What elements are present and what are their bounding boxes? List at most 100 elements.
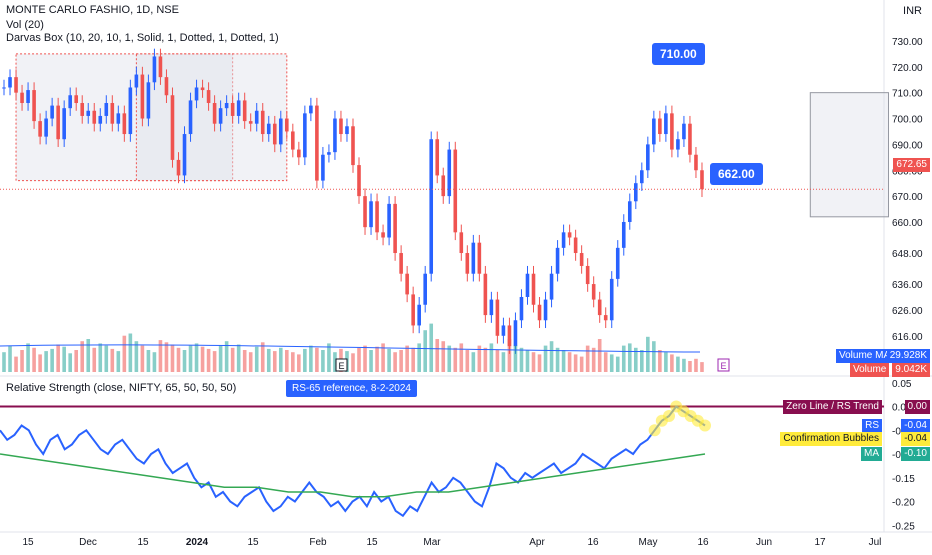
price-tick-label: 700.00 (892, 115, 923, 126)
volume-bar (92, 347, 97, 372)
time-tick-label: 17 (814, 537, 826, 548)
volume-bar (242, 350, 247, 372)
candle-body (86, 110, 91, 116)
rs-panel-title[interactable]: Relative Strength (close, NIFTY, 65, 50,… (6, 382, 237, 394)
volume-bar (423, 330, 427, 372)
candle-body (122, 113, 127, 135)
volume-bar (381, 343, 385, 372)
candle-body (134, 74, 139, 88)
volume-bar (561, 350, 566, 372)
volume-bar (80, 341, 85, 372)
darvas-indicator-label[interactable]: Darvas Box (10, 20, 10, 1, Solid, 1, Dot… (6, 32, 279, 44)
volume-ma-label: Volume MA (839, 350, 891, 361)
candle-body (146, 82, 151, 119)
candle-body (351, 126, 355, 166)
candle-body (327, 152, 331, 155)
candle-body (423, 273, 427, 305)
time-tick-label: Jul (869, 537, 882, 548)
candle-body (483, 273, 488, 316)
volume-value-tag: 9.042K (892, 363, 930, 377)
rs-legend-value: -0.04 (901, 431, 930, 446)
candle-body (411, 294, 415, 326)
candle-body (38, 121, 42, 137)
candle-body (393, 203, 397, 254)
volume-indicator-label[interactable]: Vol (20) (6, 19, 44, 31)
candle-body (447, 149, 452, 197)
price-tick-label: 626.00 (892, 306, 923, 317)
candle-body (104, 103, 109, 116)
volume-bar (315, 347, 319, 372)
last-price-tag: 672.65 (893, 158, 930, 172)
candle-body (429, 139, 434, 274)
volume-bar (44, 351, 48, 372)
candle-body (531, 273, 536, 305)
candle-body (465, 253, 470, 274)
volume-bar (555, 347, 560, 372)
volume-ma-value-tag: 29.928K (886, 349, 930, 363)
volume-bar (531, 352, 536, 372)
rs-tick-label: 0.05 (892, 379, 912, 390)
candle-body (585, 265, 590, 285)
candle-body (441, 175, 446, 197)
candle-body (80, 103, 85, 116)
volume-bar (459, 343, 464, 372)
candle-body (116, 113, 121, 124)
currency-label[interactable]: INR (903, 5, 922, 17)
rs-tick-label: -0.15 (892, 474, 915, 485)
volume-bar (441, 341, 446, 372)
candle-body (670, 113, 674, 150)
rs-ma-line (0, 453, 706, 498)
volume-bar (128, 333, 133, 372)
volume-bar (224, 341, 229, 372)
volume-bar (477, 345, 482, 372)
candle-body (242, 100, 247, 122)
volume-bar (411, 347, 415, 372)
volume-bar (609, 354, 614, 372)
candle-body (230, 103, 235, 116)
candle-body (188, 100, 193, 135)
earnings-marker (717, 358, 730, 372)
rs-tick-label: 0.00 (892, 403, 912, 414)
volume-bar (38, 354, 42, 372)
candle-body (278, 118, 283, 145)
price-tick-label: 616.00 (892, 332, 923, 343)
candle-body (471, 242, 476, 274)
candle-body (633, 183, 638, 202)
candle-body (309, 105, 313, 114)
volume-bar (134, 341, 139, 372)
candle-body (603, 315, 608, 321)
candle-body (158, 56, 163, 78)
price-tick-label: 648.00 (892, 249, 923, 260)
time-tick-label: Dec (79, 537, 97, 548)
volume-bar (627, 343, 632, 372)
volume-bar (682, 358, 686, 372)
volume-bar (495, 350, 500, 372)
candle-body (591, 284, 596, 300)
volume-bar (357, 347, 361, 372)
volume-bar (405, 345, 409, 372)
candle-body (26, 90, 30, 104)
candle-body (507, 325, 512, 347)
candle-body (206, 90, 211, 104)
candle-body (248, 121, 253, 124)
volume-bar (170, 344, 175, 372)
volume-bar (579, 356, 584, 372)
volume-bar (519, 347, 524, 372)
volume-bar (20, 350, 24, 372)
candle-body (303, 113, 307, 158)
volume-bar (537, 354, 542, 372)
time-tick-label: 2024 (186, 537, 209, 548)
darvas-box (809, 92, 890, 218)
candle-body (272, 123, 277, 145)
volume-bar (86, 339, 91, 372)
candle-body (44, 118, 48, 137)
volume-bar (321, 350, 325, 372)
volume-bar (200, 346, 205, 372)
volume-bar (417, 343, 421, 372)
candle-body (254, 110, 259, 124)
volume-bar (603, 352, 608, 372)
volume-bar (489, 343, 494, 372)
volume-bar (597, 339, 602, 372)
earnings-marker (335, 358, 348, 372)
